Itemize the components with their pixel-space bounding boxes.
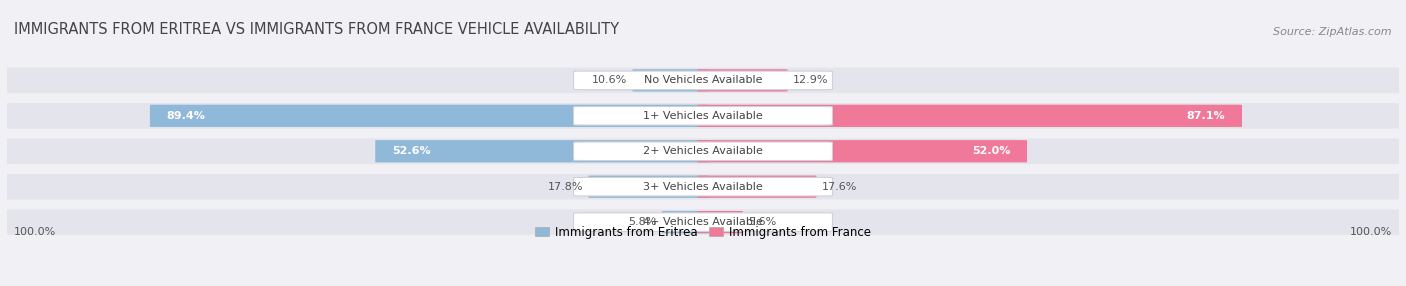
Text: 17.6%: 17.6%	[823, 182, 858, 192]
Text: 2+ Vehicles Available: 2+ Vehicles Available	[643, 146, 763, 156]
Legend: Immigrants from Eritrea, Immigrants from France: Immigrants from Eritrea, Immigrants from…	[534, 226, 872, 239]
FancyBboxPatch shape	[574, 106, 832, 125]
Text: 3+ Vehicles Available: 3+ Vehicles Available	[643, 182, 763, 192]
Text: 5.6%: 5.6%	[748, 217, 776, 227]
FancyBboxPatch shape	[574, 177, 832, 196]
Text: 87.1%: 87.1%	[1187, 111, 1225, 121]
FancyBboxPatch shape	[589, 176, 709, 198]
FancyBboxPatch shape	[697, 176, 817, 198]
FancyBboxPatch shape	[0, 103, 1406, 129]
Text: 100.0%: 100.0%	[14, 227, 56, 237]
FancyBboxPatch shape	[697, 69, 787, 92]
FancyBboxPatch shape	[375, 140, 709, 162]
Text: Source: ZipAtlas.com: Source: ZipAtlas.com	[1274, 27, 1392, 37]
Text: No Vehicles Available: No Vehicles Available	[644, 76, 762, 86]
FancyBboxPatch shape	[574, 71, 832, 90]
FancyBboxPatch shape	[0, 67, 1406, 93]
Text: 4+ Vehicles Available: 4+ Vehicles Available	[643, 217, 763, 227]
Text: 100.0%: 100.0%	[1350, 227, 1392, 237]
FancyBboxPatch shape	[0, 138, 1406, 164]
Text: 5.8%: 5.8%	[628, 217, 657, 227]
Text: 17.8%: 17.8%	[547, 182, 583, 192]
Text: 89.4%: 89.4%	[166, 111, 205, 121]
FancyBboxPatch shape	[662, 211, 709, 233]
FancyBboxPatch shape	[574, 142, 832, 160]
Text: 12.9%: 12.9%	[793, 76, 828, 86]
FancyBboxPatch shape	[150, 105, 709, 127]
Text: IMMIGRANTS FROM ERITREA VS IMMIGRANTS FROM FRANCE VEHICLE AVAILABILITY: IMMIGRANTS FROM ERITREA VS IMMIGRANTS FR…	[14, 22, 619, 37]
Text: 1+ Vehicles Available: 1+ Vehicles Available	[643, 111, 763, 121]
FancyBboxPatch shape	[697, 105, 1241, 127]
FancyBboxPatch shape	[697, 211, 742, 233]
FancyBboxPatch shape	[0, 209, 1406, 235]
FancyBboxPatch shape	[574, 213, 832, 231]
Text: 10.6%: 10.6%	[592, 76, 627, 86]
Text: 52.0%: 52.0%	[972, 146, 1011, 156]
Text: 52.6%: 52.6%	[392, 146, 430, 156]
FancyBboxPatch shape	[0, 174, 1406, 199]
FancyBboxPatch shape	[697, 140, 1026, 162]
FancyBboxPatch shape	[633, 69, 709, 92]
